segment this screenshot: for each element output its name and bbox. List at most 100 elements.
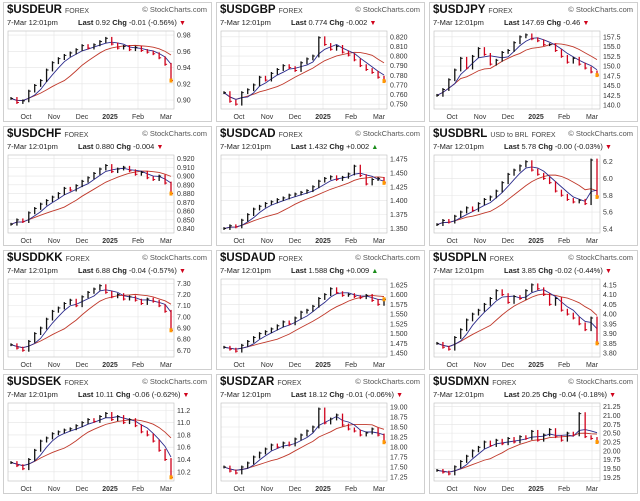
last-label: Last — [78, 142, 94, 151]
plot-area-frame — [7, 278, 175, 358]
asset-class-label: FOREX — [531, 132, 556, 139]
moving-average-slow — [10, 419, 172, 467]
x-tick-label: Oct — [447, 238, 458, 245]
last-value: 10.11 — [95, 390, 114, 399]
timestamp: 7-Mar 12:01pm — [433, 18, 484, 27]
y-tick-label: 11.0 — [177, 420, 190, 427]
asset-class-label: FOREX — [64, 132, 89, 139]
symbol-title: $USDSEK FOREX — [7, 376, 88, 388]
y-tick-label: 21.00 — [603, 413, 621, 420]
stockcharts-logo: © StockCharts.com — [355, 129, 420, 138]
y-tick-label: 4.10 — [603, 292, 617, 299]
y-tick-label: 0.870 — [177, 200, 195, 207]
x-tick-label: 2025 — [102, 486, 118, 493]
stockcharts-logo: © StockCharts.com — [142, 5, 207, 14]
y-tick-label: 17.25 — [390, 475, 408, 482]
change-down-icon: ▼ — [609, 392, 617, 399]
x-tick-label: Dec — [289, 486, 302, 493]
symbol-title: $USDZAR FOREX — [220, 376, 301, 388]
asset-class-label: FOREX — [492, 380, 517, 387]
last-value: 147.69 — [521, 18, 545, 27]
chg-value: -0.002 — [346, 18, 368, 27]
stockcharts-logo: © StockCharts.com — [355, 377, 420, 386]
last-price-marker — [595, 73, 599, 78]
y-tick-label: 10.4 — [177, 457, 191, 464]
x-tick-label: 2025 — [315, 486, 331, 493]
chart-panel: $USDBRL USD to BRL FOREX © StockCharts.com 7… — [429, 126, 638, 246]
stockcharts-logo: © StockCharts.com — [355, 5, 420, 14]
chg-label: Chg — [112, 18, 127, 27]
asset-class-label: FOREX — [277, 380, 302, 387]
y-tick-label: 1.500 — [390, 331, 408, 338]
last-value: 20.25 — [521, 390, 541, 399]
moving-average-fast — [223, 43, 385, 100]
last-label: Last — [78, 266, 94, 275]
moving-average-fast — [223, 172, 385, 229]
x-tick-label: Nov — [48, 486, 61, 493]
y-tick-label: 20.00 — [603, 448, 621, 455]
moving-average-fast — [10, 416, 172, 467]
y-tick-label: 1.350 — [390, 226, 408, 233]
x-tick-label: Dec — [76, 486, 89, 493]
symbol-name: $USDCHF — [7, 128, 62, 140]
chg-label: Chg — [329, 142, 344, 151]
symbol-title: $USDDKK FOREX — [7, 252, 90, 264]
symbol-subtitle: USD to BRL — [490, 132, 529, 139]
y-tick-label: 5.6 — [603, 210, 613, 217]
x-tick-label: Oct — [234, 114, 245, 121]
y-tick-label: 147.5 — [603, 73, 621, 80]
y-tick-label: 21.25 — [603, 404, 621, 411]
plot-area-frame — [7, 154, 175, 234]
symbol-name: $USDDKK — [7, 252, 63, 264]
plot-area-frame — [220, 278, 388, 358]
y-tick-label: 5.4 — [603, 226, 613, 233]
y-tick-label: 1.375 — [390, 212, 408, 219]
price-chart: 0.820 0.810 0.800 0.790 0.780 0.770 0.760 0.750… — [220, 30, 408, 121]
x-tick-label: Oct — [447, 486, 458, 493]
x-tick-label: Mar — [160, 486, 173, 493]
price-chart: 4.15 4.10 4.05 4.00 3.95 3.90 3.85 3.80 Oct Nov De… — [433, 278, 617, 369]
y-tick-label: 1.450 — [390, 170, 408, 177]
y-tick-label: 0.800 — [390, 54, 408, 61]
chg-value: -0.02 (-0.44%) — [554, 266, 603, 275]
x-tick-label: Dec — [289, 238, 302, 245]
y-tick-label: 17.75 — [390, 455, 408, 462]
x-tick-label: Oct — [21, 114, 32, 121]
y-tick-label: 19.00 — [390, 405, 408, 412]
symbol-name: $USDJPY — [433, 4, 486, 16]
quote-line: Last 0.880 Chg -0.004 ▼ — [78, 142, 163, 151]
timestamp: 7-Mar 12:01pm — [220, 142, 271, 151]
chg-label: Chg — [538, 266, 553, 275]
chg-value: -0.46 — [563, 18, 581, 27]
y-tick-label: 150.0 — [603, 64, 621, 71]
x-tick-label: Dec — [76, 362, 89, 369]
chg-value: +0.002 — [346, 142, 370, 151]
stockcharts-logo: © StockCharts.com — [142, 129, 207, 138]
x-tick-label: Feb — [345, 486, 357, 493]
plot-area-frame — [433, 402, 601, 482]
y-tick-label: 3.80 — [603, 351, 617, 358]
asset-class-label: FOREX — [278, 256, 303, 263]
timestamp: 7-Mar 12:01pm — [433, 266, 484, 275]
x-tick-label: Feb — [558, 362, 570, 369]
x-tick-label: Feb — [132, 362, 144, 369]
y-tick-label: 1.425 — [390, 184, 408, 191]
change-down-icon: ▼ — [182, 392, 190, 399]
x-tick-label: Mar — [586, 486, 599, 493]
y-tick-label: 0.98 — [177, 33, 191, 40]
x-tick-label: Feb — [345, 362, 357, 369]
last-value: 3.85 — [521, 266, 537, 275]
chg-value: -0.01 (-0.56%) — [128, 18, 177, 27]
quote-line: Last 0.92 Chg -0.01 (-0.56%) ▼ — [78, 18, 186, 27]
x-tick-label: Feb — [345, 114, 357, 121]
x-tick-label: Nov — [261, 362, 274, 369]
moving-average-fast — [10, 41, 172, 102]
chg-label: Chg — [329, 390, 344, 399]
stockcharts-logo: © StockCharts.com — [355, 253, 420, 262]
chg-value: -0.01 (-0.06%) — [346, 390, 395, 399]
y-tick-label: 7.10 — [177, 303, 191, 310]
y-tick-label: 6.80 — [177, 337, 191, 344]
chg-label: Chg — [116, 142, 131, 151]
x-tick-label: Oct — [21, 362, 32, 369]
y-tick-label: 1.550 — [390, 312, 408, 319]
